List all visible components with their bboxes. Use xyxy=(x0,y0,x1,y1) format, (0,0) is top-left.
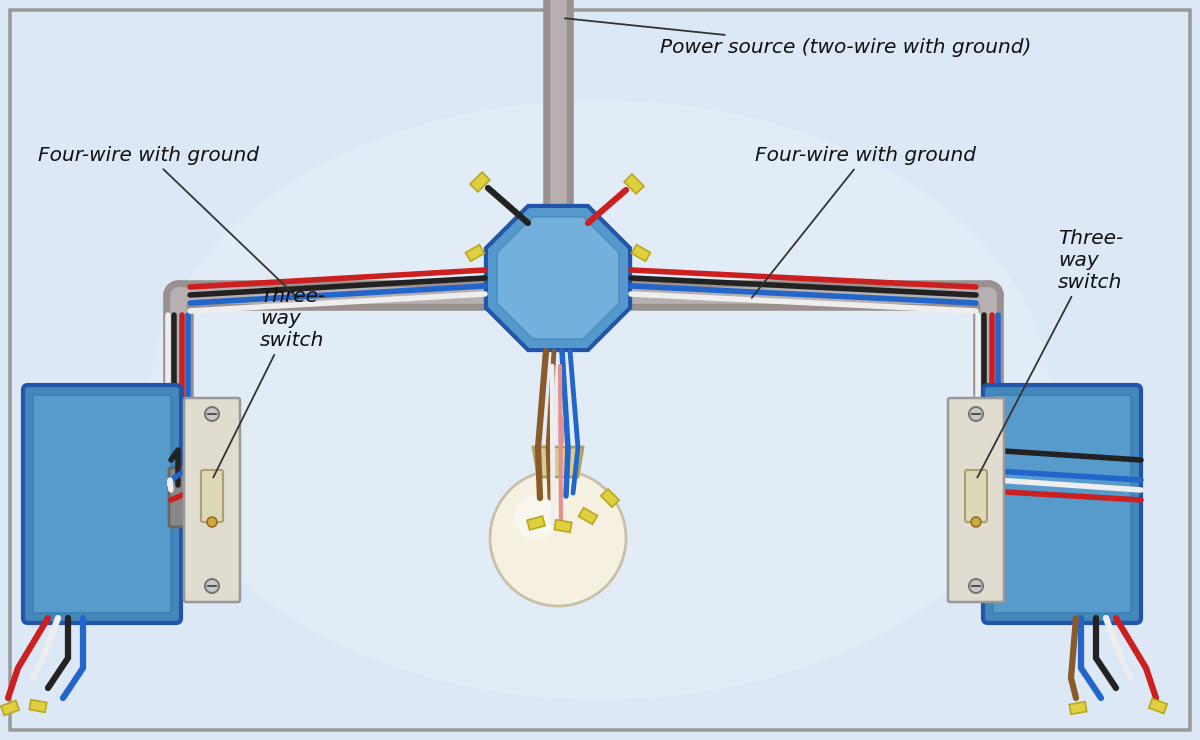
FancyBboxPatch shape xyxy=(965,470,986,522)
Polygon shape xyxy=(554,519,571,532)
Polygon shape xyxy=(527,516,545,530)
FancyBboxPatch shape xyxy=(973,468,995,527)
Polygon shape xyxy=(578,508,598,525)
Circle shape xyxy=(205,407,220,421)
FancyBboxPatch shape xyxy=(34,395,172,613)
Circle shape xyxy=(490,470,626,606)
Text: Three-
way
switch: Three- way switch xyxy=(214,286,325,477)
FancyBboxPatch shape xyxy=(983,385,1141,623)
FancyBboxPatch shape xyxy=(23,385,181,623)
Polygon shape xyxy=(486,206,630,350)
Text: Power source (two-wire with ground): Power source (two-wire with ground) xyxy=(565,18,1031,57)
Polygon shape xyxy=(601,489,619,507)
Text: Four-wire with ground: Four-wire with ground xyxy=(751,146,976,297)
Polygon shape xyxy=(624,174,644,194)
Circle shape xyxy=(968,407,983,421)
FancyBboxPatch shape xyxy=(184,398,240,602)
Polygon shape xyxy=(1069,702,1087,714)
Ellipse shape xyxy=(150,100,1050,700)
Polygon shape xyxy=(533,447,583,477)
Polygon shape xyxy=(1148,699,1168,713)
FancyBboxPatch shape xyxy=(948,398,1004,602)
Circle shape xyxy=(971,517,980,527)
Polygon shape xyxy=(631,245,650,261)
Polygon shape xyxy=(466,245,485,261)
Polygon shape xyxy=(1,701,19,716)
Text: Four-wire with ground: Four-wire with ground xyxy=(38,146,298,298)
FancyBboxPatch shape xyxy=(992,395,1130,613)
Circle shape xyxy=(514,496,558,540)
Polygon shape xyxy=(497,217,619,339)
FancyBboxPatch shape xyxy=(202,470,223,522)
Circle shape xyxy=(205,579,220,593)
FancyBboxPatch shape xyxy=(169,468,191,527)
Polygon shape xyxy=(29,700,47,713)
Circle shape xyxy=(968,579,983,593)
FancyBboxPatch shape xyxy=(10,10,1190,730)
Circle shape xyxy=(208,517,217,527)
Polygon shape xyxy=(470,172,490,192)
Text: Three-
way
switch: Three- way switch xyxy=(977,229,1123,477)
